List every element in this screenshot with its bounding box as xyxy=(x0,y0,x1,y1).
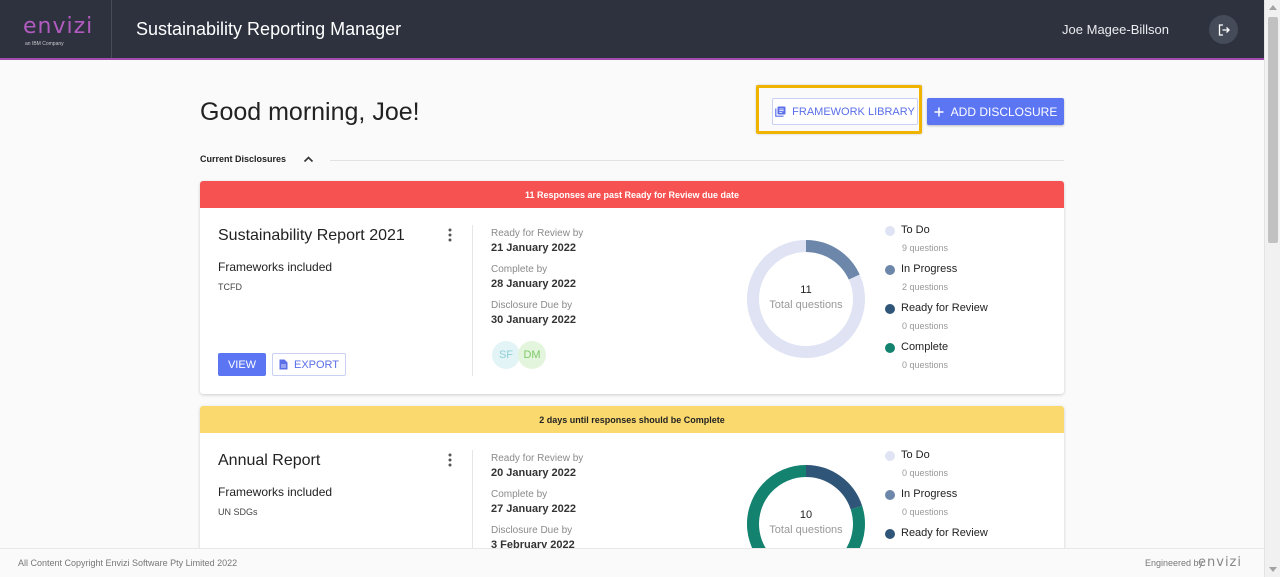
document-icon xyxy=(279,359,288,370)
in-progress-legend-label: In Progress xyxy=(901,263,958,275)
add-disclosure-button[interactable]: ADD DISCLOSURE xyxy=(927,98,1064,125)
copyright-text: All Content Copyright Envizi Software Pt… xyxy=(18,558,238,568)
chevron-up-icon[interactable] xyxy=(303,154,314,165)
section-divider xyxy=(330,160,1064,161)
banner-text: 2 days until responses should be Complet… xyxy=(539,414,725,425)
engineered-by-text: Engineered by xyxy=(1144,558,1203,568)
plus-icon xyxy=(934,107,944,116)
donut-segment-complete xyxy=(747,465,865,556)
disclosure-card: 2 days until responses should be Complet… xyxy=(200,406,1064,556)
banner-text: 11 Responses are past Ready for Review d… xyxy=(524,189,740,200)
ready-for-review-label: Ready for Review by xyxy=(491,228,584,239)
more-options-icon[interactable] xyxy=(448,228,452,242)
scroll-down-arrow-icon[interactable] xyxy=(1269,567,1277,572)
footer-envizi-logo: envizi xyxy=(1198,555,1242,570)
export-button[interactable]: EXPORT xyxy=(272,353,346,376)
export-label: EXPORT xyxy=(293,358,340,371)
total-questions-label: Total questions xyxy=(769,524,843,536)
todo-count: 9 questions xyxy=(902,243,949,253)
ready-legend-dot xyxy=(885,529,895,539)
view-button[interactable]: VIEW xyxy=(218,353,266,376)
complete-by-date: 27 January 2022 xyxy=(491,503,577,515)
todo-count: 0 questions xyxy=(902,468,949,478)
frameworks-value: UN SDGs xyxy=(218,507,258,517)
ready-legend-dot xyxy=(885,304,895,314)
more-options-icon[interactable] xyxy=(448,453,452,467)
framework-library-highlight xyxy=(756,85,922,134)
page-scrollbar[interactable] xyxy=(1264,0,1280,577)
add-disclosure-label: ADD DISCLOSURE xyxy=(950,104,1058,119)
donut-segment-in-progress xyxy=(805,240,860,280)
in-progress-legend-dot xyxy=(885,265,895,275)
donut-segment-ready xyxy=(805,465,863,510)
total-questions-label: Total questions xyxy=(769,299,843,311)
envizi-logo: envizi xyxy=(23,14,94,39)
question-status-donut xyxy=(747,465,865,556)
envizi-logo-subtitle: an IBM Company xyxy=(25,41,64,47)
complete-legend-dot xyxy=(885,343,895,353)
current-disclosures-label: Current Disclosures xyxy=(200,154,287,164)
scrollbar-thumb[interactable] xyxy=(1268,17,1278,243)
ready-legend-label: Ready for Review xyxy=(901,527,988,539)
column-divider xyxy=(472,225,473,376)
disclosure-due-date: 30 January 2022 xyxy=(491,314,577,326)
frameworks-label: Frameworks included xyxy=(218,260,333,274)
todo-legend-label: To Do xyxy=(901,449,930,461)
disclosure-due-label: Disclosure Due by xyxy=(491,300,573,311)
frameworks-value: TCFD xyxy=(218,282,242,292)
avatar[interactable]: DM xyxy=(518,341,546,369)
question-status-donut xyxy=(747,240,865,358)
logout-button[interactable] xyxy=(1209,15,1238,44)
in-progress-count: 2 questions xyxy=(902,282,949,292)
complete-by-label: Complete by xyxy=(491,264,548,275)
ready-for-review-label: Ready for Review by xyxy=(491,453,584,464)
complete-by-label: Complete by xyxy=(491,489,548,500)
complete-legend-label: Complete xyxy=(901,341,949,353)
due-soon-banner: 2 days until responses should be Complet… xyxy=(200,406,1064,433)
greeting-heading: Good morning, Joe! xyxy=(200,98,420,126)
ready-for-review-date: 21 January 2022 xyxy=(491,242,577,254)
in-progress-legend-label: In Progress xyxy=(901,488,958,500)
todo-legend-dot xyxy=(885,226,895,236)
disclosure-card: 11 Responses are past Ready for Review d… xyxy=(200,181,1064,394)
complete-by-date: 28 January 2022 xyxy=(491,278,577,290)
app-title: Sustainability Reporting Manager xyxy=(136,19,402,39)
overdue-banner: 11 Responses are past Ready for Review d… xyxy=(200,181,1064,208)
in-progress-count: 0 questions xyxy=(902,507,949,517)
frameworks-label: Frameworks included xyxy=(218,485,333,499)
disclosure-title: Sustainability Report 2021 xyxy=(218,227,405,244)
user-name[interactable]: Joe Magee-Billson xyxy=(1062,22,1169,37)
library-book-icon xyxy=(775,106,786,117)
complete-count: 0 questions xyxy=(902,360,949,370)
in-progress-legend-dot xyxy=(885,490,895,500)
disclosure-title: Annual Report xyxy=(218,452,321,469)
disclosure-due-label: Disclosure Due by xyxy=(491,525,573,536)
ready-for-review-date: 20 January 2022 xyxy=(491,467,577,479)
column-divider xyxy=(472,450,473,556)
todo-legend-dot xyxy=(885,451,895,461)
page-footer: All Content Copyright Envizi Software Pt… xyxy=(0,548,1264,577)
total-questions-count: 10 xyxy=(799,509,813,521)
view-label: VIEW xyxy=(227,358,257,371)
logout-icon xyxy=(1218,23,1230,36)
ready-legend-label: Ready for Review xyxy=(901,302,988,314)
framework-library-button[interactable]: FRAMEWORK LIBRARY xyxy=(772,98,918,125)
scroll-up-arrow-icon[interactable] xyxy=(1269,5,1277,10)
top-navigation-bar: envizi an IBM Company Sustainability Rep… xyxy=(0,0,1264,60)
ready-count: 0 questions xyxy=(902,321,949,331)
framework-library-label: FRAMEWORK LIBRARY xyxy=(792,105,915,118)
avatar[interactable]: SF xyxy=(492,341,520,369)
total-questions-count: 11 xyxy=(800,284,812,296)
brand[interactable]: envizi an IBM Company xyxy=(0,0,112,58)
todo-legend-label: To Do xyxy=(901,224,930,236)
